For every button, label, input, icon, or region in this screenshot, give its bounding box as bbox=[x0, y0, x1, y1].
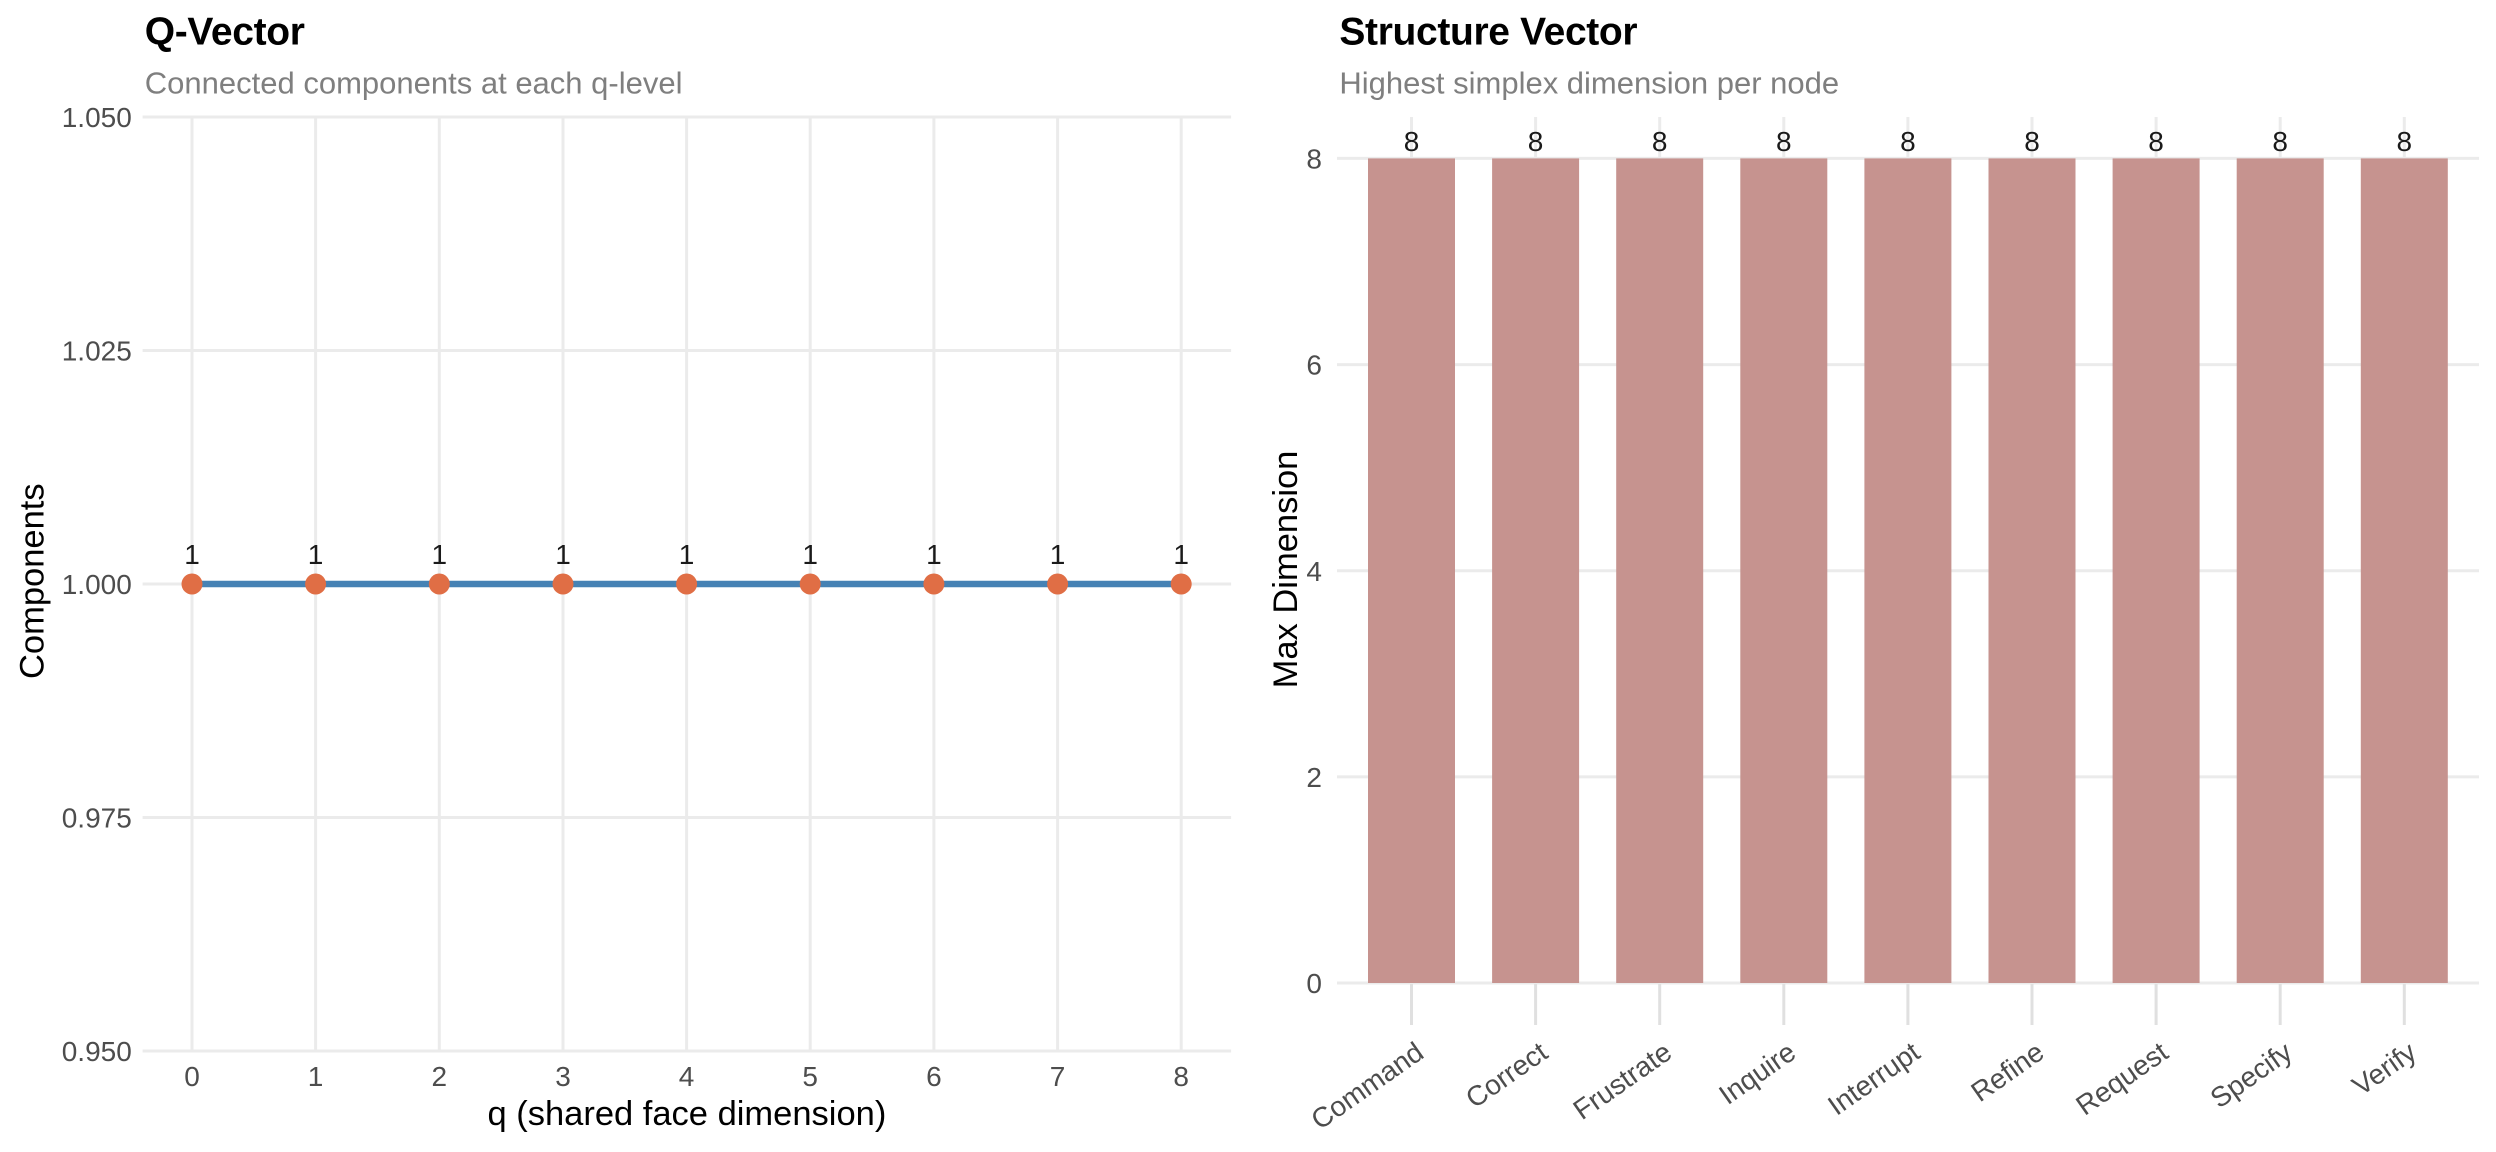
svg-text:Q-Vector: Q-Vector bbox=[145, 11, 305, 54]
svg-text:4: 4 bbox=[679, 1061, 695, 1092]
svg-text:1: 1 bbox=[1050, 539, 1066, 570]
svg-text:1: 1 bbox=[802, 539, 818, 570]
svg-text:8: 8 bbox=[1900, 126, 1916, 157]
svg-text:Structure Vector: Structure Vector bbox=[1339, 11, 1637, 54]
svg-text:8: 8 bbox=[1528, 126, 1544, 157]
svg-text:8: 8 bbox=[2397, 126, 2413, 157]
svg-text:1: 1 bbox=[308, 1061, 324, 1092]
svg-text:8: 8 bbox=[1776, 126, 1792, 157]
svg-text:8: 8 bbox=[2148, 126, 2164, 157]
svg-text:8: 8 bbox=[1306, 143, 1322, 174]
svg-text:q (shared face dimension): q (shared face dimension) bbox=[487, 1095, 886, 1133]
svg-text:1: 1 bbox=[679, 539, 695, 570]
svg-text:6: 6 bbox=[926, 1061, 942, 1092]
svg-text:1: 1 bbox=[184, 539, 200, 570]
svg-text:8: 8 bbox=[1404, 126, 1420, 157]
svg-text:1: 1 bbox=[926, 539, 942, 570]
svg-text:1: 1 bbox=[555, 539, 571, 570]
svg-text:1: 1 bbox=[308, 539, 324, 570]
svg-text:1.025: 1.025 bbox=[62, 336, 132, 367]
svg-text:8: 8 bbox=[1173, 1061, 1189, 1092]
svg-text:4: 4 bbox=[1306, 556, 1322, 587]
svg-text:0.975: 0.975 bbox=[62, 803, 132, 834]
svg-text:Connected components at each q: Connected components at each q-level bbox=[145, 65, 683, 100]
svg-text:0: 0 bbox=[184, 1061, 200, 1092]
svg-text:5: 5 bbox=[802, 1061, 818, 1092]
svg-text:8: 8 bbox=[2272, 126, 2288, 157]
svg-text:1: 1 bbox=[1173, 539, 1189, 570]
svg-text:2: 2 bbox=[432, 1061, 448, 1092]
svg-text:6: 6 bbox=[1306, 350, 1322, 381]
svg-text:Highest simplex dimension per: Highest simplex dimension per node bbox=[1339, 65, 1839, 100]
svg-text:3: 3 bbox=[555, 1061, 571, 1092]
svg-text:Max Dimension: Max Dimension bbox=[1267, 451, 1305, 689]
svg-text:0.950: 0.950 bbox=[62, 1036, 132, 1067]
svg-text:Components: Components bbox=[13, 483, 51, 679]
svg-text:2: 2 bbox=[1306, 762, 1322, 793]
svg-text:0: 0 bbox=[1306, 968, 1322, 999]
svg-text:8: 8 bbox=[2024, 126, 2040, 157]
svg-text:8: 8 bbox=[1652, 126, 1668, 157]
svg-text:1.000: 1.000 bbox=[62, 569, 132, 600]
svg-text:1: 1 bbox=[432, 539, 448, 570]
svg-text:7: 7 bbox=[1050, 1061, 1066, 1092]
svg-text:1.050: 1.050 bbox=[62, 102, 132, 133]
